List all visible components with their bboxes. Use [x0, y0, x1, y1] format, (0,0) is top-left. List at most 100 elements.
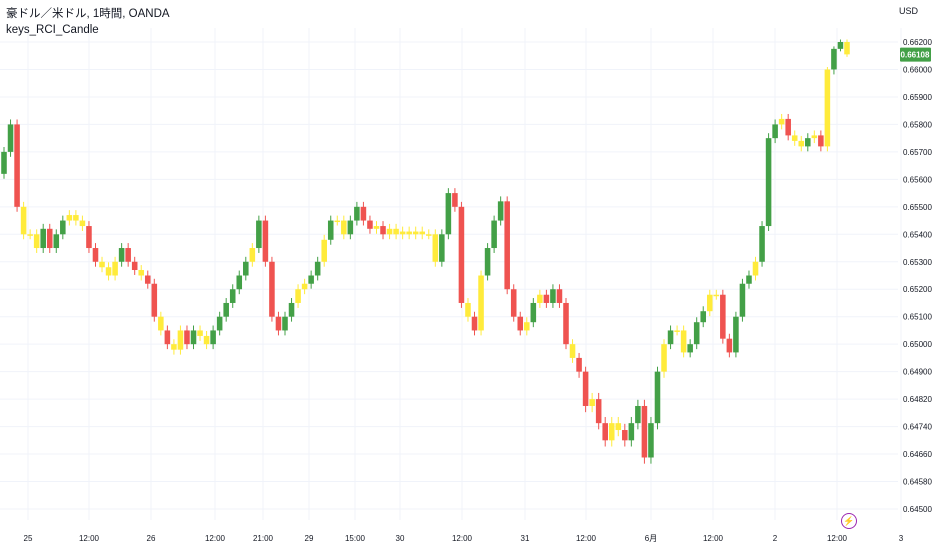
candle-body — [321, 239, 327, 262]
candle-body — [576, 357, 582, 372]
candle-body — [713, 294, 720, 297]
time-tick-label: 6月 — [645, 534, 657, 543]
candle-body — [648, 423, 654, 458]
time-tick-label: 12:00 — [205, 534, 226, 543]
price-tick-label: 0.64740 — [903, 423, 932, 432]
candle-body — [720, 294, 726, 339]
chart-grid — [0, 28, 902, 520]
candle-body — [105, 267, 112, 276]
time-tick-label: 12:00 — [827, 534, 848, 543]
candles[interactable] — [1, 39, 850, 464]
candle-body — [772, 124, 778, 139]
candle-body — [399, 231, 406, 235]
candle-body — [556, 289, 563, 303]
candle-body — [7, 124, 14, 152]
time-tick-label: 26 — [147, 534, 156, 543]
candle-body — [262, 220, 269, 262]
candle-body — [354, 206, 360, 221]
candle-body — [497, 201, 504, 221]
candle-body — [537, 294, 543, 303]
price-tick-label: 0.64900 — [903, 368, 932, 377]
candle-body — [661, 344, 667, 372]
price-tag-box — [900, 47, 931, 62]
time-axis[interactable]: 25 12:00 26 12:00 21:00 29 15:00 30 12:00 31 12:00… — [24, 534, 904, 543]
candle-body — [726, 338, 733, 353]
candle-body — [40, 228, 46, 249]
candle-body — [687, 344, 693, 353]
candle-body — [831, 48, 837, 70]
price-tick-label: 0.64660 — [903, 450, 932, 459]
candle-body — [484, 248, 491, 276]
price-axis[interactable]: 0.66200 0.66000 0.65900 0.65800 0.65700 0.656… — [903, 38, 932, 514]
candle-body — [439, 234, 445, 262]
candle-body — [425, 234, 432, 236]
price-tick-label: 0.65000 — [903, 340, 932, 349]
price-tick-label: 0.64820 — [903, 395, 932, 404]
flash-icon[interactable]: ⚡ — [841, 513, 857, 529]
candle-body — [524, 322, 530, 331]
candle-body — [341, 220, 347, 235]
time-tick-label: 31 — [521, 534, 530, 543]
candle-body — [256, 220, 262, 249]
candle-body — [282, 316, 288, 331]
candle-body — [837, 42, 844, 49]
price-tick-label: 0.65300 — [903, 258, 932, 267]
candle-body — [791, 135, 798, 141]
price-tick-label: 0.65700 — [903, 148, 932, 157]
candle-body — [20, 206, 27, 235]
candle-body — [550, 289, 556, 303]
candle-body — [452, 193, 458, 207]
time-tick-label: 25 — [24, 534, 33, 543]
candle-body — [432, 234, 439, 262]
time-tick-label: 12:00 — [452, 534, 473, 543]
candle-body — [635, 405, 641, 424]
candle-body — [373, 226, 380, 229]
time-tick-label: 12:00 — [703, 534, 724, 543]
candle-body — [203, 335, 210, 345]
candle-body — [60, 220, 66, 235]
candle-body — [229, 289, 236, 303]
candle-body — [295, 289, 301, 303]
candle-body — [569, 344, 576, 358]
candle-body — [269, 261, 275, 317]
currency-label[interactable]: USD — [898, 6, 918, 16]
candle-body — [53, 234, 60, 249]
symbol-title[interactable]: 豪ドル／米ドル, 1時間, OANDA — [6, 8, 170, 20]
price-tick-label: 0.65200 — [903, 285, 932, 294]
candle-body — [615, 423, 622, 431]
candle-body — [510, 289, 517, 317]
candle-body — [811, 135, 818, 139]
time-tick-label: 15:00 — [345, 534, 366, 543]
candle-body — [66, 215, 73, 221]
candle-body — [641, 405, 648, 458]
candle-body — [27, 234, 33, 236]
time-tick-label: 3 — [899, 534, 904, 543]
candle-body — [131, 261, 138, 271]
candle-body — [491, 220, 497, 249]
price-tick-label: 0.64500 — [903, 505, 932, 514]
candle-body — [118, 248, 125, 262]
candle-body — [680, 330, 687, 353]
price-tick-label: 0.66000 — [903, 65, 932, 74]
candle-body — [471, 316, 478, 331]
indicator-name[interactable]: keys_RCI_Candle — [6, 24, 99, 36]
candle-body — [386, 228, 393, 235]
candle-body — [177, 330, 184, 350]
time-tick-label: 21:00 — [253, 534, 274, 543]
chart-legend: 豪ドル／米ドル, 1時間, OANDA keys_RCI_Candle — [6, 6, 170, 38]
candle-body — [543, 294, 550, 303]
candle-body — [406, 231, 412, 235]
candle-body — [739, 283, 746, 317]
candle-body — [125, 248, 131, 262]
candle-body — [138, 270, 145, 276]
candle-body — [288, 302, 295, 317]
candle-body — [347, 220, 354, 235]
candle-body — [582, 371, 589, 406]
candle-body — [706, 294, 713, 312]
candle-body — [275, 316, 282, 331]
candle-body — [380, 226, 386, 235]
candle-body — [412, 231, 419, 235]
candle-body — [14, 124, 20, 207]
candle-body — [249, 248, 256, 262]
